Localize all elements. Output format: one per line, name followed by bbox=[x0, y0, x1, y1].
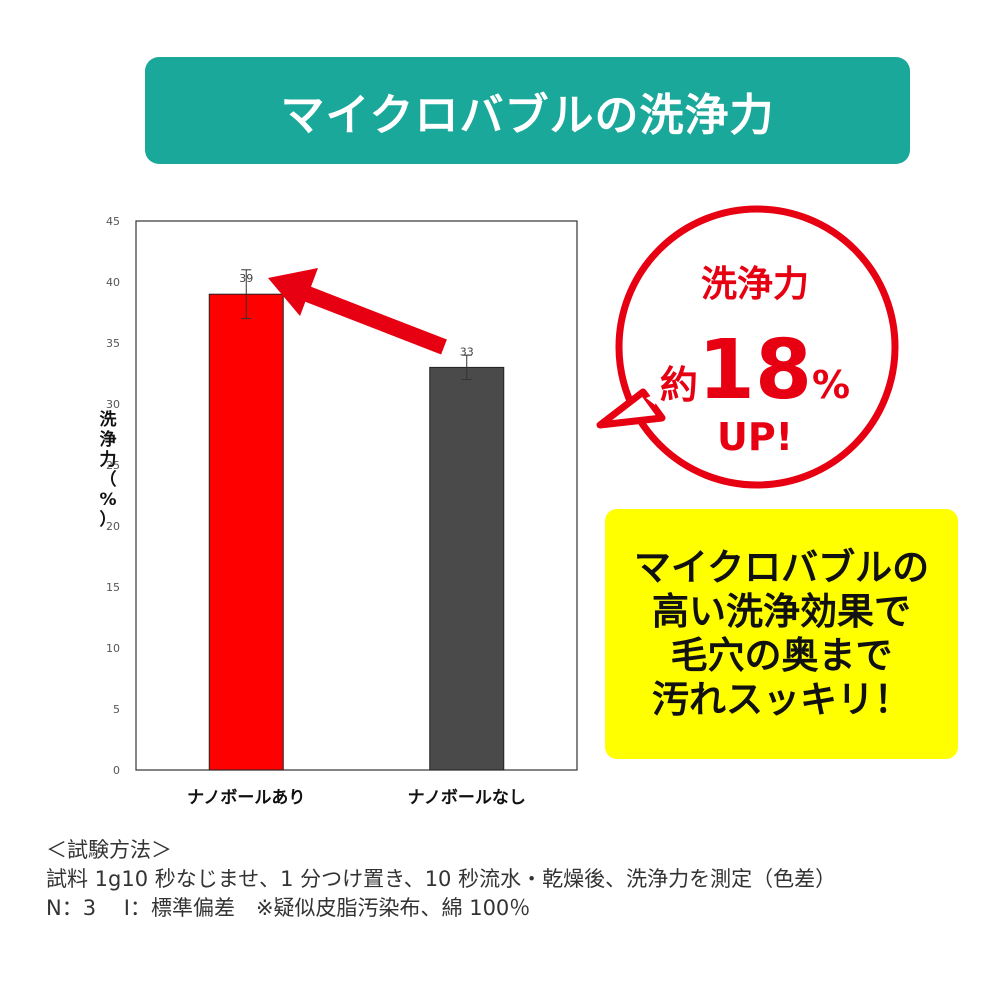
y-tick-label: 35 bbox=[106, 337, 120, 350]
benefit-line: 高い洗浄効果で bbox=[652, 590, 911, 633]
callout-number: 18 bbox=[697, 323, 813, 418]
y-axis-ticks: 0 5 10 15 20 25 30 35 40 45 bbox=[106, 215, 120, 777]
data-label: 33 bbox=[460, 345, 474, 358]
error-bar bbox=[461, 354, 472, 381]
benefit-box: マイクロバブルの 高い洗浄効果で 毛穴の奥まで 汚れスッキリ！ bbox=[605, 509, 958, 759]
page-title: マイクロバブルの洗浄力 bbox=[280, 89, 775, 141]
x-tick-label: ナノボールあり bbox=[187, 788, 305, 808]
x-tick-label: ナノボールなし bbox=[408, 788, 526, 808]
benefit-line: 汚れスッキリ！ bbox=[652, 678, 911, 721]
callout-bubble bbox=[596, 205, 899, 489]
y-tick-label: 15 bbox=[106, 581, 120, 594]
benefit-line: マイクロバブルの bbox=[633, 546, 930, 589]
y-axis-label-text: 洗浄力（%） bbox=[99, 409, 116, 530]
y-tick-label: 20 bbox=[106, 520, 120, 533]
bar bbox=[208, 293, 284, 771]
y-axis-label: 洗浄力（%） bbox=[99, 409, 116, 530]
method-heading: ＜試験方法＞ bbox=[46, 838, 172, 862]
callout-up: UP! bbox=[716, 415, 794, 459]
test-method: ＜試験方法＞ 試料 1g10 秒なじませ、1 分つけ置き、10 秒流水・乾燥後、… bbox=[46, 836, 836, 923]
data-label: 39 bbox=[239, 272, 253, 285]
x-axis-labels: ナノボールあり ナノボールなし bbox=[187, 788, 526, 808]
callout-label: 洗浄力 bbox=[700, 264, 809, 305]
title-banner: マイクロバブルの洗浄力 bbox=[145, 57, 910, 164]
callout-unit: % bbox=[812, 363, 851, 407]
method-line: 試料 1g10 秒なじませ、1 分つけ置き、10 秒流水・乾燥後、洗浄力を測定（… bbox=[46, 867, 837, 891]
bar bbox=[429, 366, 505, 771]
y-tick-label: 30 bbox=[106, 398, 120, 411]
y-tick-label: 0 bbox=[113, 764, 120, 777]
callout-prefix: 約 bbox=[659, 363, 698, 407]
method-line: N：3 I：標準偏差 ※疑似皮脂汚染布、綿 100％ bbox=[46, 896, 531, 920]
y-tick-label: 40 bbox=[106, 276, 120, 289]
y-tick-label: 10 bbox=[106, 642, 120, 655]
arrow bbox=[268, 268, 447, 355]
plot-frame bbox=[135, 220, 578, 771]
benefit-line: 毛穴の奥まで bbox=[670, 634, 893, 677]
y-tick-label: 25 bbox=[106, 459, 120, 472]
error-bar bbox=[241, 269, 252, 320]
y-tick-label: 45 bbox=[106, 215, 120, 228]
callout-value: 約 18 % bbox=[605, 330, 905, 412]
bars: 39 33 bbox=[208, 269, 505, 771]
y-tick-label: 5 bbox=[113, 703, 120, 716]
